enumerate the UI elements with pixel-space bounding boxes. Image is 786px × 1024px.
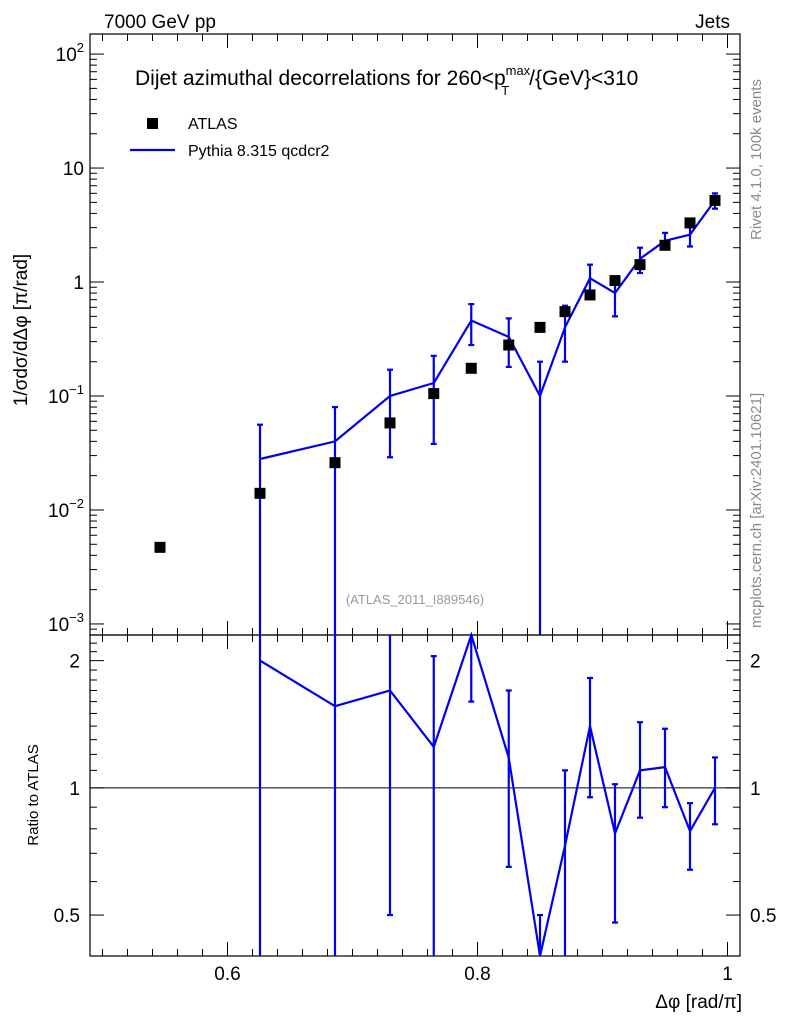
main-y-tick-label: 10 <box>63 159 84 180</box>
x-tick-labels: 0.6 0.8 1 <box>214 964 733 985</box>
tick-exponent: 2 <box>77 40 84 55</box>
ratio-panel: 0.5 0.5 1 1 2 2 0.6 0.8 1 Ratio to ATLAS Δφ [ra… <box>25 631 777 1013</box>
ratio-y-tick-label-right: 0.5 <box>750 906 776 927</box>
x-tick-label: 0.6 <box>214 964 240 985</box>
main-y-axis-label: 1/σdσ/dΔφ [π/rad] <box>11 254 32 406</box>
tick-exponent: −1 <box>69 382 84 397</box>
rivet-label: Rivet 4.1.0, 100k events <box>748 79 765 240</box>
atlas-point <box>503 339 515 351</box>
tick-exponent: −2 <box>69 496 84 511</box>
x-tick-label: 0.8 <box>464 964 490 985</box>
main-y-tick-label: 10−3 <box>48 610 84 636</box>
ratio-y-tick-label-right: 1 <box>750 779 761 800</box>
tick-base: 10 <box>63 159 84 180</box>
tick-base: 10 <box>48 501 69 522</box>
analysis-id: (ATLAS_2011_I889546) <box>346 592 484 607</box>
atlas-points <box>154 194 721 553</box>
tick-exponent: −3 <box>69 610 84 625</box>
main-y-tick-label: 1 <box>73 273 84 294</box>
main-y-tick-label: 102 <box>56 40 84 66</box>
title-sup: max <box>506 63 531 78</box>
x-tick-label: 1 <box>722 964 733 985</box>
ratio-y-tick-label: 1 <box>69 779 80 800</box>
atlas-point <box>634 259 646 271</box>
mcplots-label: mcplots.cern.ch [arXiv:2401.10621] <box>748 393 765 628</box>
atlas-point <box>384 417 396 429</box>
mc-line <box>259 199 716 461</box>
atlas-point <box>254 487 266 499</box>
main-y-tick-label: 10−2 <box>48 496 84 522</box>
atlas-point <box>154 541 166 553</box>
title-tail: /{GeV}<310 <box>529 67 638 90</box>
atlas-point <box>428 388 440 400</box>
ratio-axis-ticks <box>90 634 740 956</box>
atlas-point <box>465 362 477 374</box>
legend: ATLAS Pythia 8.315 qcdcr2 <box>130 116 330 160</box>
atlas-point <box>559 306 571 318</box>
ratio-y-tick-label-right: 2 <box>750 652 761 673</box>
tick-base: 10 <box>48 387 69 408</box>
title-sub: T <box>501 83 509 98</box>
ratio-error-bars <box>258 635 718 956</box>
chart-title: Dijet azimuthal decorrelations for 260<p… <box>135 63 638 98</box>
atlas-point <box>329 457 341 469</box>
ratio-y-tick-label: 0.5 <box>54 906 80 927</box>
main-y-tick-label: 10−1 <box>48 382 84 408</box>
tick-base: 1 <box>73 273 84 294</box>
atlas-point <box>534 321 546 333</box>
atlas-point <box>684 217 696 229</box>
ratio-line <box>259 631 716 957</box>
tick-base: 10 <box>48 615 69 636</box>
header-left: 7000 GeV pp <box>104 12 216 33</box>
x-axis-label: Δφ [rad/π] <box>655 992 742 1013</box>
title-main: Dijet azimuthal decorrelations for 260<p <box>135 67 506 90</box>
atlas-point <box>659 239 671 251</box>
header-right: Jets <box>695 12 730 33</box>
atlas-point <box>584 289 596 301</box>
mc-error-bars <box>257 192 718 635</box>
ratio-frame <box>89 634 741 957</box>
atlas-point <box>709 194 721 206</box>
ratio-y-tick-label: 2 <box>69 652 80 673</box>
legend-mc-label: Pythia 8.315 qcdcr2 <box>188 143 330 160</box>
tick-base: 10 <box>56 45 77 66</box>
atlas-point <box>609 275 621 287</box>
legend-atlas-marker <box>147 118 158 129</box>
main-axis-ticks <box>90 34 740 636</box>
legend-atlas-label: ATLAS <box>188 116 238 133</box>
ratio-y-tick-labels: 0.5 0.5 1 1 2 2 <box>54 652 777 927</box>
ratio-y-axis-label: Ratio to ATLAS <box>25 744 42 845</box>
